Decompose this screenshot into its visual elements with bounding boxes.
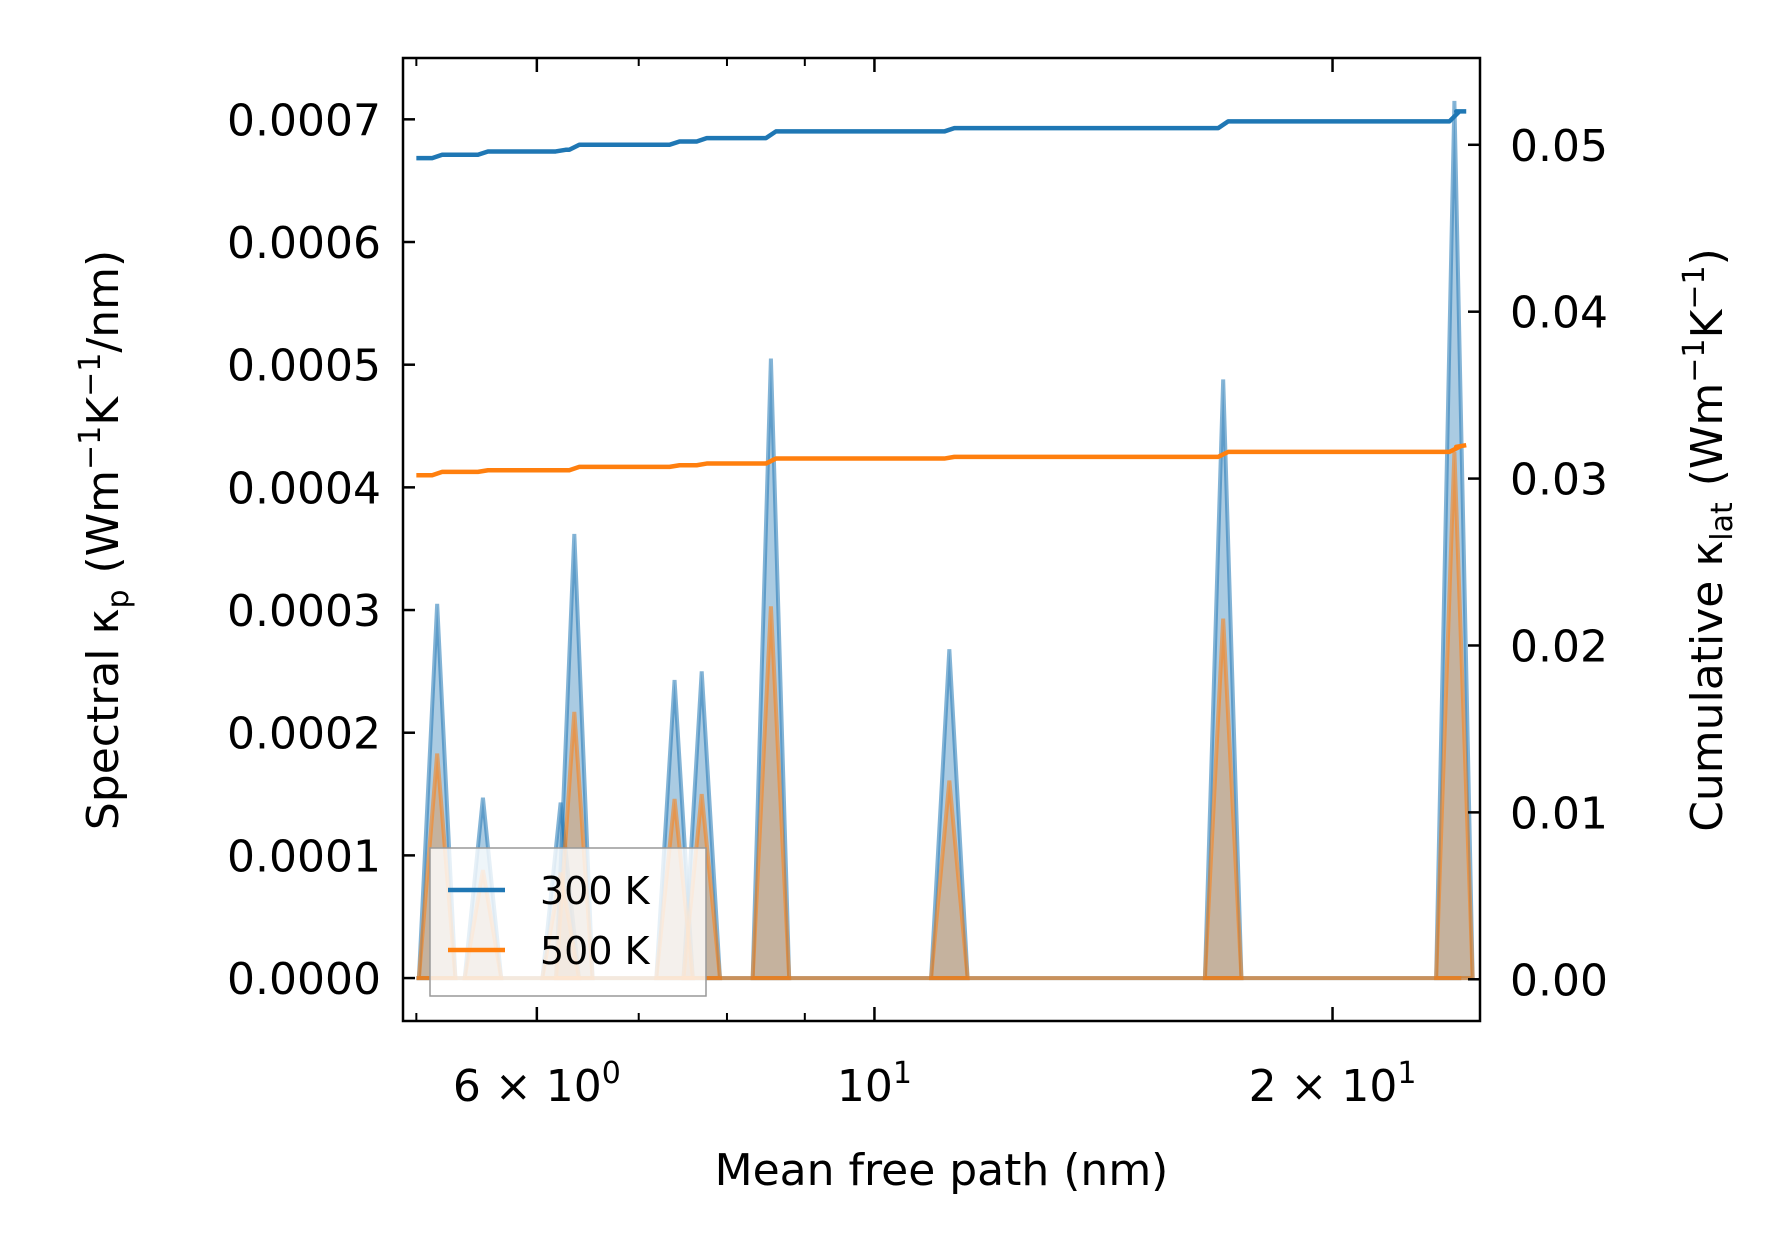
y2-tick-label: 0.00	[1510, 955, 1608, 1006]
y-tick-label: 0.0007	[227, 95, 381, 146]
y-tick-label: 0.0002	[227, 709, 381, 760]
legend-label-500k: 500 K	[540, 929, 651, 973]
x-tick-label: 101	[837, 1056, 912, 1112]
y2-tick-label: 0.02	[1510, 621, 1608, 672]
legend: 300 K 500 K	[429, 847, 707, 997]
y2-axis-label: Cumulative κlat(Wm−1K−1)	[1677, 248, 1740, 832]
y-tick-label: 0.0000	[227, 954, 381, 1005]
y-tick-label: 0.0003	[227, 586, 381, 637]
x-axis-label: Mean free path (nm)	[715, 1145, 1169, 1196]
y-tick-label: 0.0004	[227, 463, 381, 514]
cumulative-line-500k	[416, 442, 1467, 478]
y2-tick-label: 0.03	[1510, 455, 1608, 506]
x-tick-label: 2 × 101	[1249, 1056, 1417, 1112]
plot-frame	[401, 56, 1482, 1023]
y-tick-label: 0.0005	[227, 341, 381, 392]
y-axis-label: Spectral κp(Wm−1K−1/nm)	[73, 250, 136, 830]
legend-label-300k: 300 K	[540, 869, 651, 913]
legend-box	[429, 847, 707, 997]
y2-tick-label: 0.05	[1510, 121, 1608, 172]
y-tick-label: 0.0006	[227, 218, 381, 269]
y2-tick-label: 0.01	[1510, 788, 1608, 839]
y-tick-label: 0.0001	[227, 831, 381, 882]
x-tick-label: 6 × 100	[453, 1056, 621, 1112]
cumulative-line-300k	[416, 109, 1467, 161]
axes-layer: 0.0000 0.0001 0.0002 0.0003 0.0004 0.0005 0.00…	[73, 56, 1740, 1196]
y2-tick-label: 0.04	[1510, 288, 1608, 339]
